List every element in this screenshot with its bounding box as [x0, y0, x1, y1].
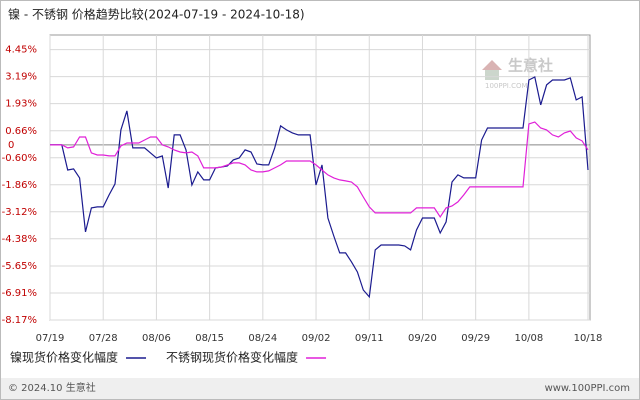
footer-copyright: © 2024.10 生意社 — [8, 381, 96, 394]
x-tick-label: 08/15 — [195, 333, 224, 344]
watermark: 生意社 100PPI.COM — [482, 57, 553, 90]
x-tick-label: 08/24 — [248, 333, 277, 344]
y-tick-label: -6.91% — [2, 288, 37, 299]
footer-site: www.100PPI.com — [545, 383, 630, 394]
series-line — [50, 121, 589, 218]
y-tick-label: 0.66% — [5, 126, 37, 137]
y-tick-label: -1.86% — [2, 180, 37, 191]
x-tick-label: 10/08 — [514, 333, 543, 344]
y-tick-label: 1.93% — [5, 99, 37, 110]
x-tick-label: 09/11 — [355, 333, 384, 344]
y-tick-label: 0 — [8, 140, 14, 151]
watermark-name: 生意社 — [508, 57, 553, 75]
footer-bar — [1, 378, 639, 399]
legend-label: 不锈钢现货价格变化幅度 — [166, 350, 298, 365]
x-tick-label: 09/02 — [302, 333, 331, 344]
x-tick-label: 09/20 — [408, 333, 437, 344]
y-tick-label: 4.45% — [5, 45, 37, 56]
watermark-icon — [485, 70, 499, 80]
y-tick-label: 3.19% — [5, 72, 37, 83]
x-tick-label: 07/28 — [89, 333, 118, 344]
y-tick-label: -4.38% — [2, 234, 37, 245]
x-tick-label: 10/18 — [574, 333, 603, 344]
series-line — [50, 76, 589, 299]
y-tick-label: -0.60% — [2, 153, 37, 164]
chart-title: 镍 - 不锈钢 价格趋势比较(2024-07-19 - 2024-10-18) — [8, 7, 305, 22]
legend-label: 镍现货价格变化幅度 — [10, 350, 118, 365]
watermark-icon — [482, 60, 502, 70]
y-tick-label: -5.65% — [2, 261, 37, 272]
x-tick-label: 07/19 — [36, 333, 65, 344]
y-tick-label: -8.17% — [2, 315, 37, 326]
y-tick-label: -3.12% — [2, 207, 37, 218]
watermark-site: 100PPI.COM — [485, 82, 528, 90]
x-tick-label: 09/29 — [461, 333, 490, 344]
x-tick-label: 08/06 — [142, 333, 171, 344]
